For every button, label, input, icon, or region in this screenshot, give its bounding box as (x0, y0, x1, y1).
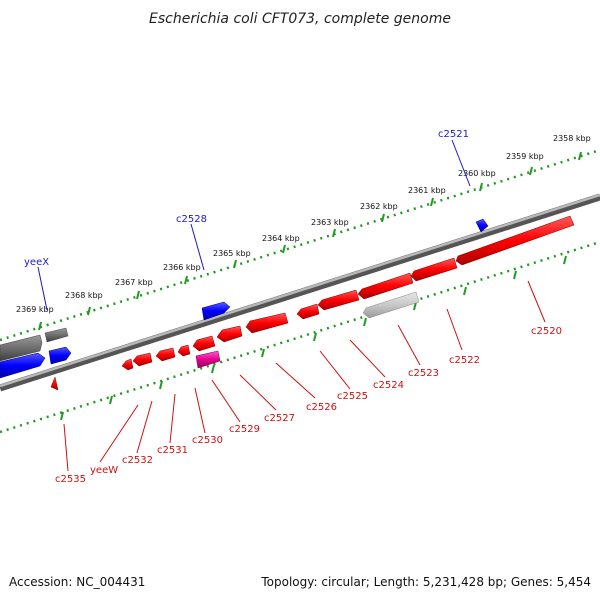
gene-c2527[interactable] (245, 312, 289, 334)
gene-label-reverse[interactable]: c2526 (306, 402, 337, 413)
gene-label-reverse[interactable]: c2525 (337, 391, 368, 402)
gene-forward-blue[interactable] (48, 346, 72, 365)
gene-c2525[interactable] (317, 289, 360, 311)
gene-c2530-rna[interactable] (195, 350, 221, 369)
gene-label-reverse[interactable]: c2529 (229, 424, 260, 435)
ruler-label: 2368 kbp (65, 291, 103, 300)
gene-label-reverse[interactable]: c2527 (264, 413, 295, 424)
ruler-label: 2359 kbp (506, 152, 544, 161)
map-title: Escherichia coli CFT073, complete genome (149, 11, 451, 27)
genome-summary-text: Topology: circular; Length: 5,231,428 bp… (260, 575, 591, 589)
gene-label-forward[interactable]: c2521 (438, 129, 469, 140)
gene-c2523[interactable] (357, 272, 414, 300)
ruler-label: 2360 kbp (458, 169, 496, 178)
gene-c2529[interactable] (216, 325, 243, 343)
reverse-label-lines (63, 280, 546, 472)
accession-text: Accession: NC_004431 (9, 575, 145, 589)
forward-label-lines (37, 139, 471, 311)
gene-small-reverse[interactable] (121, 358, 134, 371)
gene-yeeW[interactable] (132, 352, 153, 367)
gene-label-reverse[interactable]: c2535 (55, 474, 86, 485)
inner-tick-ruler (0, 240, 600, 434)
gene-label-reverse[interactable]: c2523 (408, 368, 439, 379)
gene-c2526[interactable] (296, 303, 320, 320)
gene-forward-blue[interactable] (0, 352, 46, 379)
genome-backbone-highlight (0, 193, 600, 388)
ruler-label: 2366 kbp (163, 263, 201, 272)
gene-label-forward[interactable]: c2528 (176, 214, 207, 225)
ruler-label: 2361 kbp (408, 186, 446, 195)
ruler-label: 2363 kbp (311, 218, 349, 227)
gene-c2522[interactable] (410, 257, 458, 282)
gene-c2530[interactable] (192, 335, 216, 352)
outer-major-ticks (38, 151, 582, 331)
ruler-label: 2362 kbp (360, 202, 398, 211)
gene-c2520[interactable] (455, 215, 575, 266)
inner-major-ticks (60, 255, 567, 421)
gene-c2524[interactable] (362, 291, 420, 319)
gene-label-forward[interactable]: yeeX (24, 257, 49, 268)
gene-label-reverse[interactable]: c2520 (531, 326, 562, 337)
ruler-label: 2367 kbp (115, 278, 153, 287)
gene-label-reverse[interactable]: c2530 (192, 435, 223, 446)
gene-label-reverse[interactable]: c2522 (449, 355, 480, 366)
gene-c2528[interactable] (201, 301, 231, 321)
gene-label-reverse[interactable]: c2531 (157, 445, 188, 456)
gene-forward-dark (44, 327, 69, 343)
gene-label-reverse[interactable]: c2524 (373, 380, 404, 391)
gene-c2521[interactable] (475, 218, 489, 233)
ruler-label: 2369 kbp (16, 305, 54, 314)
gene-c2535[interactable] (50, 376, 59, 391)
ruler-label: 2358 kbp (553, 134, 591, 143)
genome-backbone (0, 193, 600, 392)
gene-forward-dark (0, 334, 43, 362)
gene-c2532[interactable] (155, 347, 176, 362)
gene-c2531[interactable] (177, 344, 191, 357)
gene-label-reverse[interactable]: yeeW (90, 465, 118, 476)
gene-label-reverse[interactable]: c2532 (122, 455, 153, 466)
ruler-label: 2365 kbp (213, 249, 251, 258)
ruler-label: 2364 kbp (262, 234, 300, 243)
